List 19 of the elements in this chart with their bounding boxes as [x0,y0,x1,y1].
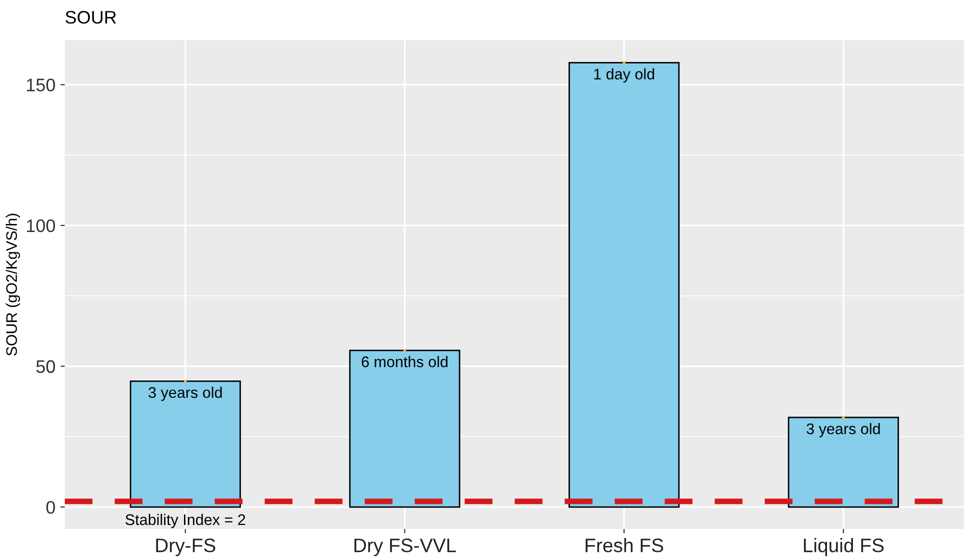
annotation: 3 years old [148,386,222,401]
x-tick-label: Liquid FS [804,538,884,556]
y-tick-label: 50 [36,360,55,373]
annotation: 6 months old [362,356,448,368]
y-axis-title: SOUR (gO2/KgVS/h) [6,214,20,356]
y-tick-label: 150 [26,78,55,92]
bar [788,416,899,508]
bar [349,350,460,508]
x-tick-label: Dry-FS [156,538,216,556]
y-tick-label: 100 [26,219,55,232]
x-tick-label: Dry FS-VVL [354,538,456,556]
chart-title: SOUR [66,10,116,24]
annotation: 3 years old [806,423,880,438]
bar [568,62,680,508]
bar [130,380,241,508]
x-tick-label: Fresh FS [586,538,664,552]
annotation: 1 day old [594,68,654,82]
y-tick-label: 0 [46,500,55,514]
ref-line-label: Stability Index = 2 [126,514,246,528]
